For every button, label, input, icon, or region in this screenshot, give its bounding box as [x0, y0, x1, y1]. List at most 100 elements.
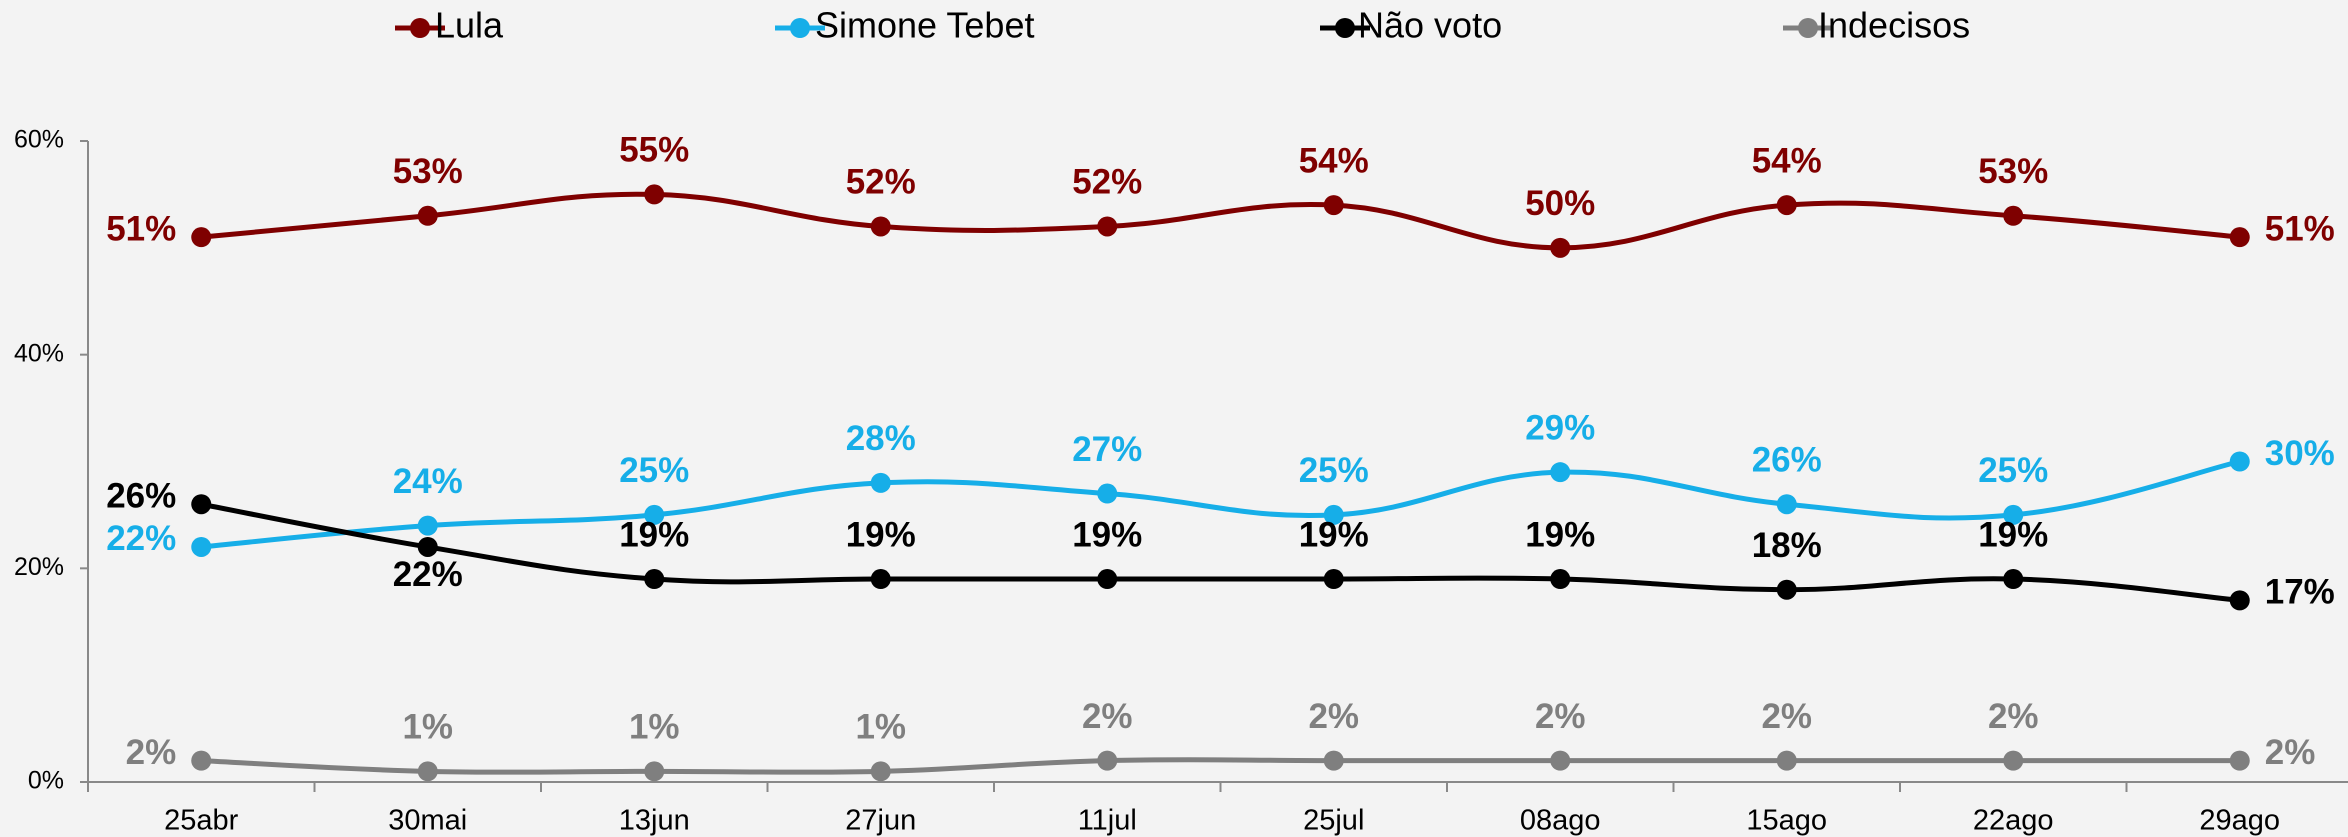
legend-label: Lula [435, 5, 504, 46]
point [644, 569, 665, 590]
x-tick-label: 30mai [388, 805, 467, 837]
x-tick-label: 22ago [1973, 805, 2054, 837]
point [870, 569, 891, 590]
legend-marker [1798, 18, 1818, 38]
y-tick-label: 40% [14, 339, 64, 367]
point [1776, 750, 1797, 771]
point [1097, 569, 1118, 590]
point [1097, 750, 1118, 771]
y-tick-label: 0% [28, 767, 64, 795]
point [1097, 216, 1118, 237]
data-label: 19% [619, 515, 689, 554]
legend-marker [790, 18, 810, 38]
point [417, 536, 438, 557]
point [644, 184, 665, 205]
point [644, 761, 665, 782]
point [1550, 569, 1571, 590]
point [1776, 195, 1797, 216]
point [1097, 483, 1118, 504]
point [191, 494, 212, 515]
point [191, 750, 212, 771]
point [870, 761, 891, 782]
x-tick-label: 25abr [164, 805, 239, 837]
data-label: 53% [1978, 152, 2048, 191]
data-label: 2% [126, 733, 177, 772]
data-label: 53% [393, 152, 463, 191]
data-label: 27% [1072, 430, 1142, 469]
point [2003, 750, 2024, 771]
point [1550, 750, 1571, 771]
point [870, 472, 891, 493]
point [2003, 504, 2024, 525]
x-tick-label: 27jun [845, 805, 916, 837]
x-tick-label: 25jul [1303, 805, 1364, 837]
point [417, 761, 438, 782]
legend-label: Não voto [1358, 5, 1502, 46]
data-label: 29% [1525, 408, 1595, 447]
data-label: 1% [402, 708, 453, 747]
x-tick-label: 13jun [619, 805, 690, 837]
point [191, 536, 212, 557]
data-label: 52% [1072, 163, 1142, 202]
data-label: 30% [2265, 434, 2335, 473]
data-label: 19% [1978, 515, 2048, 554]
data-label: 25% [1299, 451, 1369, 490]
data-label: 19% [1072, 515, 1142, 554]
data-label: 17% [2265, 573, 2335, 612]
point [1323, 569, 1344, 590]
legend-marker [410, 18, 430, 38]
line-series [200, 501, 2240, 603]
data-label: 54% [1752, 141, 1822, 180]
point [1776, 579, 1797, 600]
line-series [201, 459, 2241, 550]
data-label: 54% [1299, 141, 1369, 180]
point [1323, 195, 1344, 216]
data-label: 2% [1988, 697, 2039, 736]
data-label: 22% [393, 555, 463, 594]
line-series [201, 191, 2240, 251]
data-label: 22% [106, 519, 176, 558]
data-label: 52% [846, 163, 916, 202]
point [1550, 237, 1571, 258]
data-label: 26% [1752, 440, 1822, 479]
x-tick-label: 15ago [1746, 805, 1827, 837]
data-label: 18% [1752, 526, 1822, 565]
legend-label: Indecisos [1818, 5, 1970, 46]
point [2229, 227, 2250, 248]
point [1550, 462, 1571, 483]
y-tick-label: 60% [14, 126, 64, 154]
point [2229, 590, 2250, 611]
point [1776, 494, 1797, 515]
data-label: 19% [1299, 515, 1369, 554]
y-tick-label: 20% [14, 553, 64, 581]
data-label: 19% [846, 515, 916, 554]
point [644, 504, 665, 525]
point [417, 515, 438, 536]
data-label: 25% [619, 451, 689, 490]
point [1323, 750, 1344, 771]
point [2003, 569, 2024, 590]
legend-marker [1335, 18, 1355, 38]
legend-label: Simone Tebet [815, 5, 1034, 46]
line-series [201, 757, 2240, 775]
x-tick-label: 29ago [2199, 805, 2280, 837]
data-label: 50% [1525, 184, 1595, 223]
x-tick-label: 11jul [1078, 805, 1137, 837]
point [2229, 451, 2250, 472]
data-label: 2% [1308, 697, 1359, 736]
data-label: 2% [1082, 697, 1133, 736]
data-label: 1% [629, 708, 680, 747]
point [417, 205, 438, 226]
data-label: 19% [1525, 515, 1595, 554]
data-label: 24% [393, 462, 463, 501]
point [191, 227, 212, 248]
point [870, 216, 891, 237]
data-label: 1% [855, 708, 906, 747]
x-tick-label: 08ago [1520, 805, 1601, 837]
data-label: 2% [1535, 697, 1586, 736]
data-label: 51% [106, 209, 176, 248]
data-label: 28% [846, 419, 916, 458]
data-label: 2% [2265, 733, 2316, 772]
data-label: 51% [2265, 209, 2335, 248]
